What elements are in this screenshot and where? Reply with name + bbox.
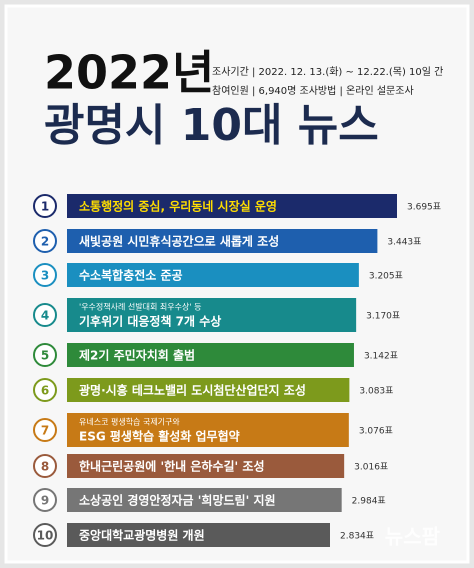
bar: [67, 194, 397, 218]
category-label: 새빛공원 시민휴식공간으로 새롭게 조성: [79, 234, 279, 249]
value-label: 3.083표: [359, 387, 393, 397]
value-label: 3.142표: [364, 352, 398, 362]
rank-number: 8: [41, 460, 49, 474]
rank-number: 7: [41, 424, 49, 438]
category-label: 기후위기 대응정책 7개 수상: [79, 314, 221, 329]
bar: [67, 343, 354, 367]
rank-circle: [33, 378, 57, 402]
rank-number: 10: [37, 529, 54, 543]
bar: [67, 263, 359, 287]
chart-title: 2022년: [44, 46, 214, 100]
chart-subtitle: 광명시 10대 뉴스: [44, 100, 379, 151]
category-label: 중앙대학교광명병원 개원: [79, 528, 205, 543]
value-label: 3.443표: [387, 238, 421, 248]
value-label: 3.695표: [407, 203, 441, 213]
bar: [67, 298, 357, 332]
category-label: 광명·시흥 테크노밸리 도시첨단산업단지 조성: [79, 383, 306, 398]
category-label: ESG 평생학습 활성화 업무협약: [79, 429, 240, 444]
rank-circle: [33, 303, 57, 327]
value-label: 3.205표: [369, 272, 403, 282]
rank-circle: [33, 343, 57, 367]
bar-subtext: 유네스코 평생학습 국제기구와: [79, 417, 180, 427]
watermark: 뉴스팜: [385, 525, 441, 549]
category-label: 한내근린공원에 '한내 은하수길' 조성: [79, 459, 264, 474]
bar: [67, 229, 378, 253]
value-label: 3.016표: [354, 463, 388, 473]
category-label: 소상공인 경영안정자금 '희망드림' 지원: [79, 493, 276, 508]
rank-number: 4: [41, 309, 49, 323]
bar: [67, 523, 330, 547]
rank-circle: [33, 454, 57, 478]
category-label: 제2기 주민자치회 출범: [79, 348, 195, 363]
value-label: 3.076표: [359, 427, 393, 437]
rank-circle: [33, 194, 57, 218]
rank-circle: [33, 263, 57, 287]
rank-number: 5: [41, 349, 49, 363]
bar: [67, 413, 349, 447]
rank-circle: [33, 523, 57, 547]
rank-number: 3: [41, 269, 49, 283]
bar-subtext: '우수정책사례 선발대회 최우수상' 등: [79, 302, 201, 312]
rank-number: 2: [41, 235, 49, 249]
info-line: 조사기간 | 2022. 12. 13.(화) ~ 12.22.(목) 10일 …: [212, 66, 443, 78]
rank-circle: [33, 488, 57, 512]
bar: [67, 488, 342, 512]
rank-circle: [33, 229, 57, 253]
value-label: 2.984표: [352, 497, 386, 507]
category-label: 수소복합충전소 준공: [79, 268, 183, 283]
value-label: 2.834표: [340, 532, 374, 542]
rank-number: 1: [41, 200, 49, 214]
value-label: 3.170표: [366, 312, 400, 322]
info-line: 참여인원 | 6,940명 조사방법 | 온라인 설문조사: [212, 85, 414, 97]
rank-number: 9: [41, 494, 49, 508]
category-label: 소통행정의 중심, 우리동네 시장실 운영: [79, 199, 277, 214]
rank-circle: [33, 418, 57, 442]
rank-number: 6: [41, 384, 49, 398]
bar: [67, 454, 345, 478]
bar: [67, 378, 350, 402]
